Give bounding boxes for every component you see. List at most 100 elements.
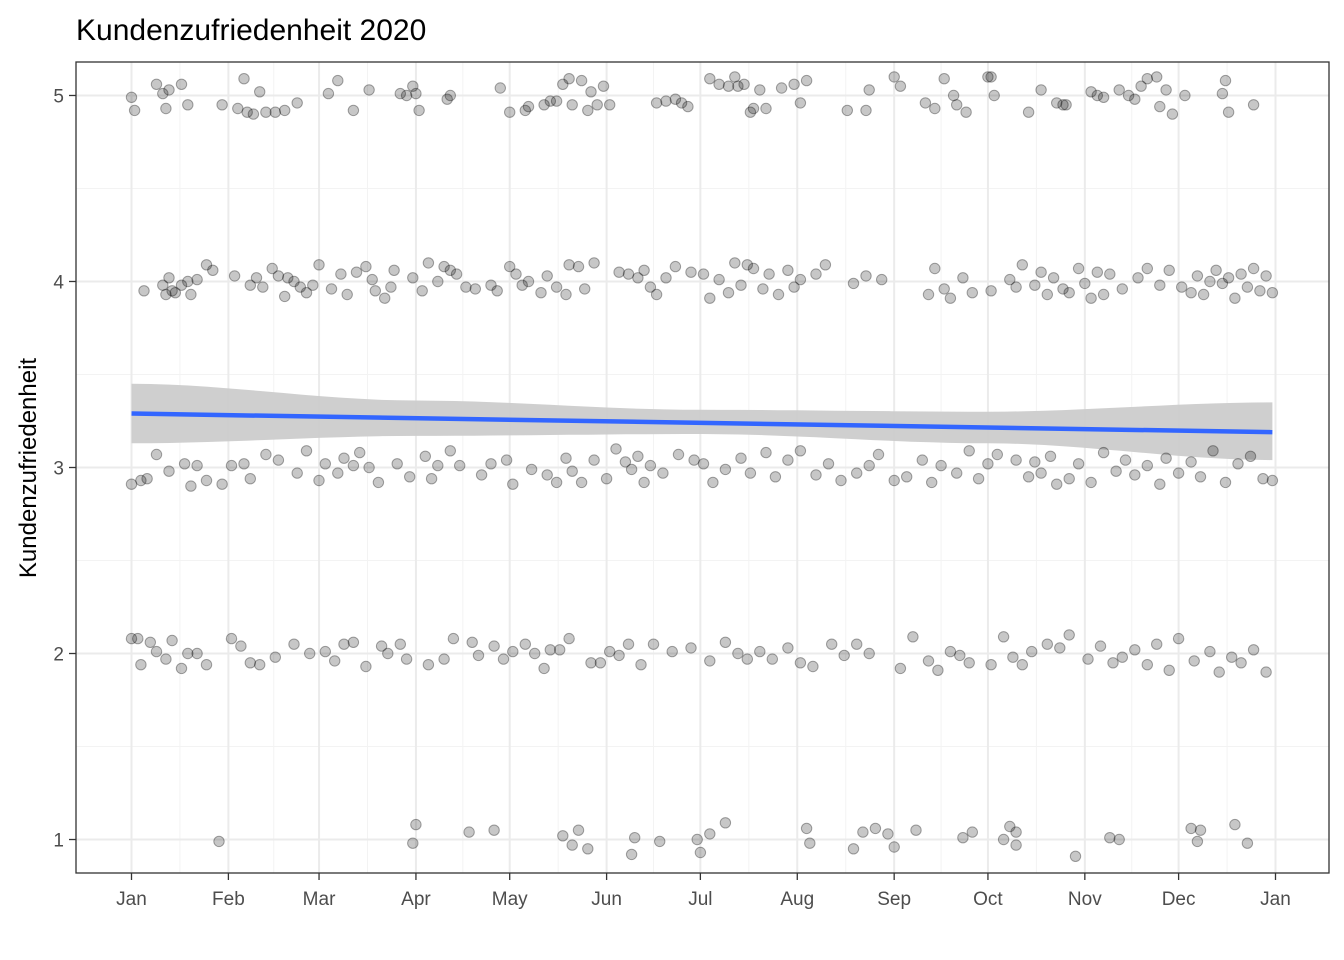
data-point <box>185 288 197 301</box>
data-point <box>1172 467 1185 479</box>
data-point <box>1063 473 1075 485</box>
data-point <box>175 279 188 291</box>
data-point <box>519 638 531 650</box>
data-point <box>438 260 450 273</box>
data-point <box>869 822 882 835</box>
data-point <box>400 653 413 665</box>
data-point <box>794 273 807 286</box>
data-point <box>432 275 444 288</box>
data-point <box>660 95 672 107</box>
data-point <box>944 292 957 304</box>
data-point <box>888 841 900 853</box>
data-point <box>138 285 150 297</box>
data-point <box>1163 264 1175 276</box>
data-point <box>732 647 744 660</box>
data-point <box>279 104 291 117</box>
data-point <box>394 87 406 100</box>
data-point <box>1185 822 1197 835</box>
data-point <box>557 78 569 91</box>
data-point <box>160 102 172 115</box>
data-point <box>1197 288 1210 301</box>
data-point <box>582 104 594 117</box>
data-point <box>1047 272 1060 284</box>
data-point <box>150 448 163 461</box>
data-point <box>810 469 822 481</box>
data-point <box>929 102 941 115</box>
data-point <box>560 288 572 301</box>
data-point <box>260 106 272 118</box>
data-point <box>444 264 456 276</box>
data-point <box>525 463 538 476</box>
data-point <box>566 99 578 111</box>
data-point <box>704 292 716 304</box>
data-point <box>1016 259 1028 271</box>
data-point <box>860 104 872 117</box>
data-point <box>1207 445 1219 457</box>
data-point <box>235 640 247 652</box>
data-point <box>1072 458 1085 470</box>
data-point <box>466 636 478 648</box>
data-point <box>250 272 263 284</box>
data-point <box>1213 666 1225 678</box>
data-point <box>951 467 963 479</box>
data-point <box>228 270 241 282</box>
data-point <box>863 459 875 472</box>
data-point <box>163 272 175 284</box>
data-point <box>1097 288 1110 301</box>
data-point <box>672 448 685 461</box>
y-axis-label: Kundenzufriedenheit <box>15 358 42 579</box>
data-point <box>507 645 519 658</box>
data-point <box>1057 283 1069 295</box>
data-point <box>475 469 488 481</box>
data-point <box>485 458 497 470</box>
x-tick-label: Jan <box>1260 889 1291 910</box>
data-point <box>422 659 435 671</box>
x-tick-label: Nov <box>1068 889 1102 910</box>
data-point <box>269 651 281 663</box>
data-point <box>416 285 428 297</box>
data-point <box>863 647 875 660</box>
data-point <box>175 78 188 91</box>
data-point <box>1151 71 1163 83</box>
data-point <box>354 446 366 459</box>
data-point <box>254 659 266 671</box>
data-point <box>613 649 625 662</box>
data-point <box>1079 277 1091 290</box>
data-point <box>919 97 932 109</box>
data-point <box>438 653 450 665</box>
data-point <box>404 471 416 483</box>
data-point <box>632 450 644 462</box>
data-point <box>400 89 413 102</box>
data-point <box>1063 629 1075 641</box>
data-point <box>1235 268 1247 280</box>
data-point <box>1188 655 1200 667</box>
data-point <box>863 84 875 96</box>
data-point <box>1107 657 1119 669</box>
data-point <box>407 272 419 284</box>
data-point <box>269 106 281 118</box>
data-point <box>632 272 644 284</box>
data-point <box>1260 666 1272 678</box>
data-point <box>244 473 257 485</box>
data-point <box>238 73 250 85</box>
data-point <box>575 476 588 489</box>
data-point <box>744 467 757 479</box>
data-point <box>957 272 969 284</box>
data-point <box>929 262 941 275</box>
data-point <box>713 78 725 91</box>
data-point <box>1054 642 1066 654</box>
data-point <box>200 659 213 671</box>
data-point <box>175 662 188 675</box>
data-point <box>1129 469 1141 481</box>
data-point <box>644 459 657 472</box>
data-point <box>541 469 553 481</box>
data-point <box>775 82 788 94</box>
data-point <box>719 817 732 829</box>
data-point <box>847 277 860 290</box>
data-point <box>1241 281 1254 293</box>
y-tick-label: 4 <box>53 272 64 293</box>
data-point <box>1204 645 1216 658</box>
data-point <box>1035 266 1047 278</box>
x-tick-label: May <box>492 889 528 910</box>
data-point <box>541 270 553 282</box>
